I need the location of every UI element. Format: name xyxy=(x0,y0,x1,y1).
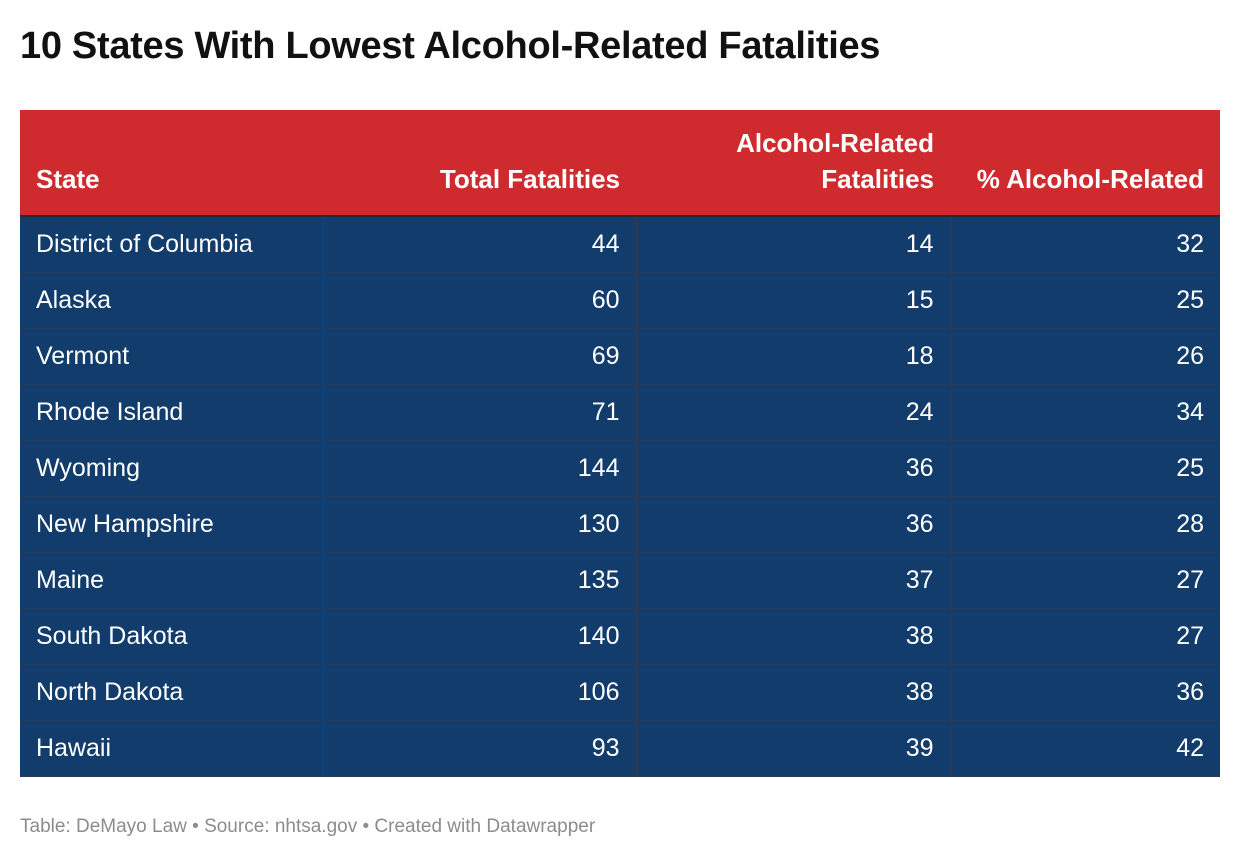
table-row: New Hampshire 130 36 28 xyxy=(20,496,1220,553)
cell-percent: 26 xyxy=(949,328,1220,385)
table-row: Wyoming 144 36 25 xyxy=(20,440,1220,497)
fatalities-table: State Total Fatalities Alcohol-Related Fat… xyxy=(20,110,1220,777)
cell-state: Rhode Island xyxy=(20,384,323,441)
table-row: Alaska 60 15 25 xyxy=(20,272,1220,329)
cell-alcohol: 14 xyxy=(635,216,950,273)
cell-alcohol: 36 xyxy=(635,496,950,553)
cell-total: 44 xyxy=(322,216,636,273)
table-row: Maine 135 37 27 xyxy=(20,552,1220,609)
cell-total: 106 xyxy=(322,664,636,721)
table-row: South Dakota 140 38 27 xyxy=(20,608,1220,665)
cell-percent: 32 xyxy=(949,216,1220,273)
cell-percent: 36 xyxy=(949,664,1220,721)
cell-total: 135 xyxy=(322,552,636,609)
cell-state: Hawaii xyxy=(20,720,323,777)
cell-alcohol: 38 xyxy=(635,608,950,665)
table-row: Vermont 69 18 26 xyxy=(20,328,1220,385)
cell-state: Wyoming xyxy=(20,440,323,497)
cell-state: Alaska xyxy=(20,272,323,329)
table-header: State Total Fatalities Alcohol-Related Fat… xyxy=(20,110,1220,217)
cell-percent: 27 xyxy=(949,552,1220,609)
cell-alcohol: 18 xyxy=(635,328,950,385)
cell-alcohol: 37 xyxy=(635,552,950,609)
col-header-percent: % Alcohol-Related xyxy=(950,110,1220,217)
cell-state: District of Columbia xyxy=(20,216,323,273)
col-header-total: Total Fatalities xyxy=(323,110,636,217)
table-row: Hawaii 93 39 42 xyxy=(20,720,1220,777)
table-body: District of Columbia 44 14 32 Alaska 60 15 25 Ve… xyxy=(20,216,1220,777)
page-title: 10 States With Lowest Alcohol-Related Fa… xyxy=(20,25,881,67)
cell-state: New Hampshire xyxy=(20,496,323,553)
cell-total: 60 xyxy=(322,272,636,329)
cell-alcohol: 39 xyxy=(635,720,950,777)
cell-total: 144 xyxy=(322,440,636,497)
cell-state: Vermont xyxy=(20,328,323,385)
table-row: District of Columbia 44 14 32 xyxy=(20,216,1220,273)
cell-state: North Dakota xyxy=(20,664,323,721)
cell-alcohol: 24 xyxy=(635,384,950,441)
col-header-alcohol: Alcohol-Related Fatalities xyxy=(636,110,950,217)
cell-percent: 27 xyxy=(949,608,1220,665)
cell-state: Maine xyxy=(20,552,323,609)
cell-percent: 42 xyxy=(949,720,1220,777)
cell-percent: 25 xyxy=(949,272,1220,329)
cell-state: South Dakota xyxy=(20,608,323,665)
cell-alcohol: 38 xyxy=(635,664,950,721)
cell-percent: 25 xyxy=(949,440,1220,497)
cell-total: 130 xyxy=(322,496,636,553)
cell-alcohol: 36 xyxy=(635,440,950,497)
cell-total: 69 xyxy=(322,328,636,385)
cell-total: 93 xyxy=(322,720,636,777)
cell-total: 140 xyxy=(322,608,636,665)
cell-total: 71 xyxy=(322,384,636,441)
cell-percent: 34 xyxy=(949,384,1220,441)
table-row: North Dakota 106 38 36 xyxy=(20,664,1220,721)
cell-alcohol: 15 xyxy=(635,272,950,329)
col-header-state: State xyxy=(20,110,323,217)
cell-percent: 28 xyxy=(949,496,1220,553)
header-row: State Total Fatalities Alcohol-Related Fat… xyxy=(20,110,1220,217)
table-row: Rhode Island 71 24 34 xyxy=(20,384,1220,441)
source-footer: Table: DeMayo Law • Source: nhtsa.gov • … xyxy=(20,816,596,837)
